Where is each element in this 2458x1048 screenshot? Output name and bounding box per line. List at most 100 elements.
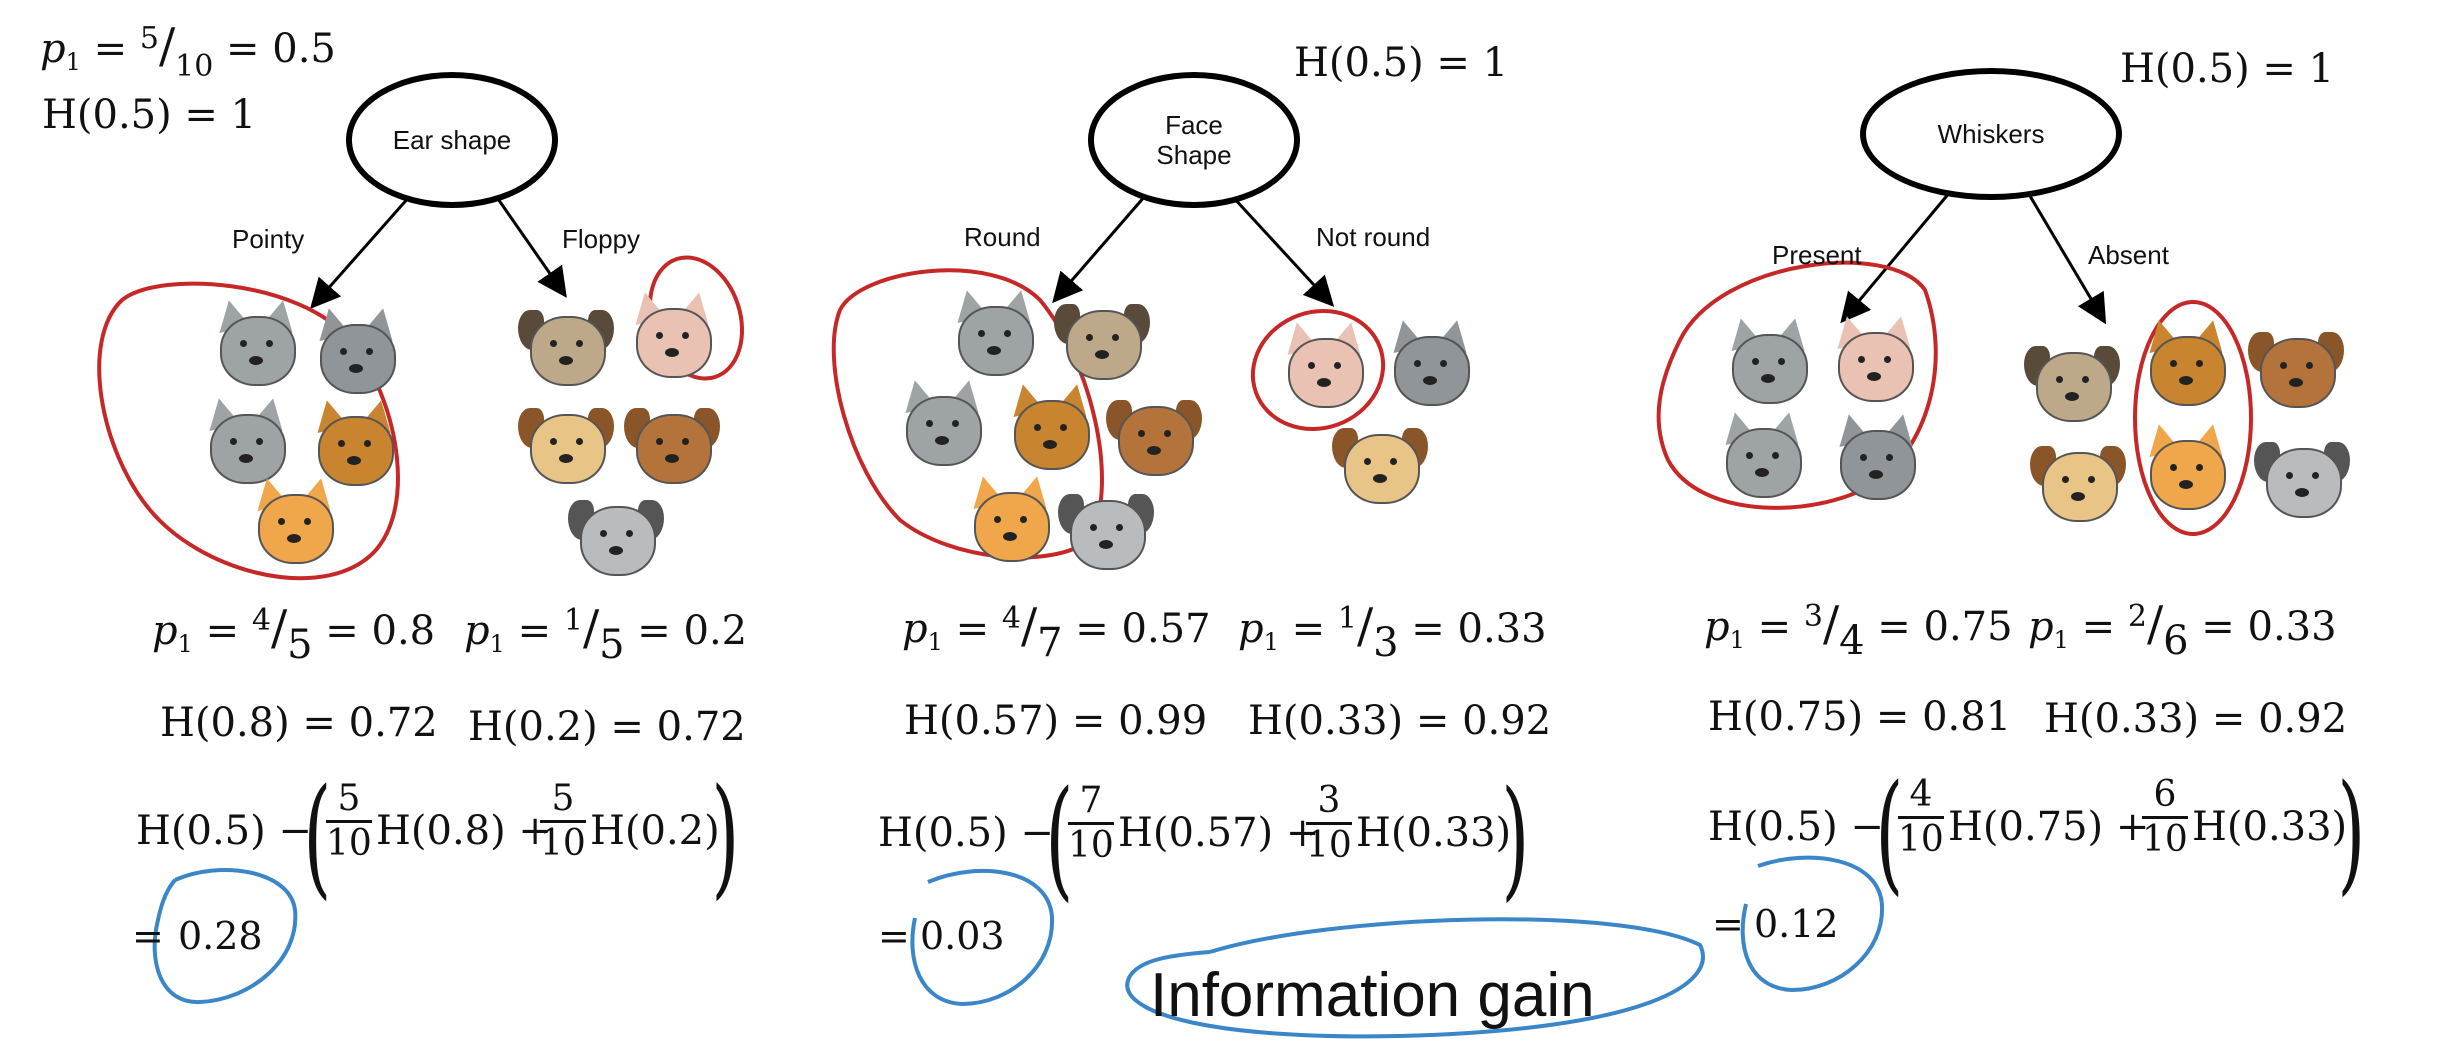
cat-icon <box>964 473 1056 562</box>
tree3-left-entropy: H(0.75) = 0.81 <box>1708 694 2012 740</box>
weight-denominator: 10 <box>1898 819 1944 860</box>
arrow-not-round <box>1230 194 1335 307</box>
cat-icon <box>2140 317 2232 406</box>
tree2-left-p1: p1 = 4/7 = 0.57 <box>902 598 1211 666</box>
p1-value: = 0.8 <box>325 608 436 654</box>
blue-circle-result-3 <box>1740 855 1885 993</box>
dog-icon <box>518 300 614 386</box>
cat-icon <box>1828 313 1920 402</box>
red-circle-absent-cats <box>2133 300 2253 536</box>
tree3-gain-result: 0.12 <box>1754 902 1839 946</box>
p1-value: = 0.33 <box>1411 606 1547 652</box>
equals-sign: = <box>132 914 164 958</box>
cat-icon <box>1384 317 1476 406</box>
term-2: H(0.33) <box>1356 810 1512 856</box>
p1-value: = 0.57 <box>1075 606 1211 652</box>
information-gain-label: Information gain <box>1150 961 1595 1030</box>
p1-denominator: 5 <box>599 622 625 668</box>
dog-icon <box>568 490 664 576</box>
node-whiskers-label: Whiskers <box>1937 119 2045 149</box>
dog-icon <box>1106 390 1202 476</box>
p1-value: = 0.75 <box>1877 604 2013 650</box>
branch-label-pointy: Pointy <box>232 224 305 254</box>
weight-fraction-1: 5 10 <box>326 778 372 865</box>
tree1-right-entropy: H(0.2) = 0.72 <box>468 704 746 750</box>
cat-icon <box>2140 421 2232 510</box>
tree3-root-entropy: H(0.5) = 1 <box>2120 46 2335 92</box>
node-face-shape-label: Face Shape <box>1156 110 1232 170</box>
weight-denominator: 10 <box>1306 825 1352 866</box>
dog-icon <box>2254 432 2350 518</box>
arrow-floppy <box>494 195 567 298</box>
p1-denominator: 3 <box>1373 620 1399 666</box>
left-paren: ( <box>1045 762 1074 914</box>
arrow-round <box>1052 195 1147 304</box>
dog-icon <box>1332 418 1428 504</box>
blue-circle-result-1 <box>152 868 298 1005</box>
term-1: H(0.75) + <box>1948 804 2150 850</box>
cat-icon <box>626 289 718 378</box>
tree1-left-p1: p1 = 4/5 = 0.8 <box>152 600 436 668</box>
p1-numerator: 3 <box>1803 599 1823 634</box>
root-entropy: H(0.5) = 1 <box>42 92 257 138</box>
weight-numerator: 6 <box>2153 774 2177 815</box>
p1-denominator: 7 <box>1037 620 1063 666</box>
red-circle-not-round <box>1250 309 1386 431</box>
term-1: H(0.8) + <box>376 808 552 854</box>
equals-sign: = <box>878 914 910 958</box>
cat-icon <box>200 395 292 484</box>
weight-numerator: 5 <box>551 778 575 819</box>
cat-icon <box>1278 319 1370 408</box>
tree2-root-entropy: H(0.5) = 1 <box>1294 40 1509 86</box>
weight-numerator: 3 <box>1317 780 1341 821</box>
blue-circle-result-2 <box>910 868 1055 1007</box>
weight-denominator: 10 <box>1068 825 1114 866</box>
p1-denominator: 6 <box>2163 618 2189 664</box>
p1-numerator: 4 <box>251 603 271 638</box>
p-symbol: p <box>40 26 66 72</box>
arrow-absent <box>2028 195 2107 325</box>
arrow-present <box>1840 191 1952 324</box>
p1-denominator: 4 <box>1839 618 1865 664</box>
cat-icon <box>1004 381 1096 470</box>
p1-numerator: 2 <box>2127 599 2147 634</box>
tree1-gain-result: 0.28 <box>178 914 263 958</box>
node-face-shape: Face Shape <box>1088 72 1300 208</box>
dog-icon <box>518 398 614 484</box>
p-subscript: 1 <box>65 48 81 76</box>
term-1: H(0.57) + <box>1118 810 1320 856</box>
tree3-right-p1: p1 = 2/6 = 0.33 <box>2028 596 2337 664</box>
p1-value: = 0.5 <box>226 26 336 72</box>
dog-icon <box>2024 336 2120 422</box>
branch-label-not-round: Not round <box>1316 222 1431 252</box>
tree2-right-entropy: H(0.33) = 0.92 <box>1248 698 1552 744</box>
cat-icon <box>896 377 988 466</box>
tree3-right-entropy: H(0.33) = 0.92 <box>2044 696 2348 742</box>
formula-lead: H(0.5) − <box>136 808 312 854</box>
arrow-pointy <box>310 195 412 309</box>
p1-denominator: 5 <box>287 622 313 668</box>
dog-icon <box>2030 436 2126 522</box>
weight-fraction-2: 6 10 <box>2142 774 2188 861</box>
p1-value: = 0.33 <box>2201 604 2337 650</box>
weight-fraction-2: 3 10 <box>1306 780 1352 867</box>
tree3-left-p1: p1 = 3/4 = 0.75 <box>1704 596 2013 664</box>
right-paren: ) <box>2337 756 2366 908</box>
p1-denominator: 10 <box>175 49 214 84</box>
cat-icon <box>1722 315 1814 404</box>
p1-numerator: 1 <box>563 603 583 638</box>
tree2-left-entropy: H(0.57) = 0.99 <box>904 698 1208 744</box>
weight-fraction-2: 5 10 <box>540 778 586 865</box>
root-p1-formula: p1 = 5/10 = 0.5 <box>40 18 336 84</box>
cat-icon <box>1830 411 1922 500</box>
dog-icon <box>624 398 720 484</box>
left-paren: ( <box>303 760 332 912</box>
term-2: H(0.2) <box>590 808 720 854</box>
weight-denominator: 10 <box>326 823 372 864</box>
left-paren: ( <box>1875 756 1904 908</box>
right-paren: ) <box>711 760 740 912</box>
dog-icon <box>1058 484 1154 570</box>
equals-sign: = <box>1712 902 1744 946</box>
weight-fraction-1: 7 10 <box>1068 780 1114 867</box>
weight-numerator: 4 <box>1909 774 1933 815</box>
